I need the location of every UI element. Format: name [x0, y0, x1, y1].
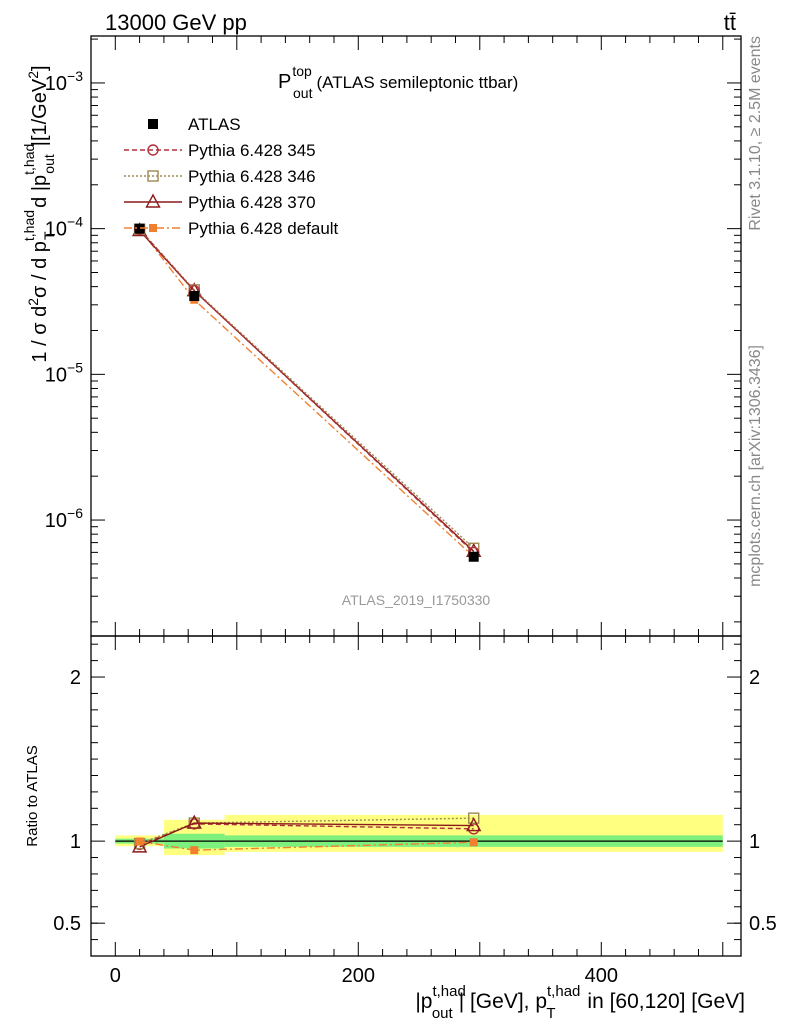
- rivet-version-label: Rivet 3.1.10, ≥ 2.5M events: [747, 36, 764, 231]
- ratio-series-layer: [131, 812, 482, 855]
- ratio-y-tick-label-right: 1: [749, 831, 760, 853]
- series-line-pythia-6-428-346: [139, 228, 475, 549]
- legend-marker-pythia-6-428-346: [147, 170, 159, 182]
- main-axis-ticks: 10−3 10−4 10−5 10−6: [45, 36, 741, 636]
- ratio-point-pythia-6-428-370: [131, 838, 148, 853]
- ratio-line-pythia-6-428-346: [139, 817, 474, 845]
- ratio-y-axis-label: Ratio to ATLAS: [24, 745, 41, 846]
- legend-marker-pythia-6-428-345: [147, 144, 159, 156]
- analysis-watermark: ATLAS_2019_I1750330: [342, 592, 491, 608]
- legend-label-pythia-6-428-345: Pythia 6.428 345: [188, 141, 316, 160]
- ratio-point-pythia-6-428-default: [135, 837, 144, 846]
- ratio-y-tick-label-left: 1: [70, 831, 81, 853]
- ratio-point-pythia-6-428-370: [466, 817, 482, 832]
- legend-label-pythia-6-428-346: Pythia 6.428 346: [188, 167, 316, 186]
- mcplots-label: mcplots.cern.ch [arXiv:1306.3436]: [747, 345, 764, 587]
- series-line-pythia-6-428-345: [139, 228, 475, 553]
- data-point-atlas: [189, 290, 200, 301]
- header-energy-label: 13000 GeV pp: [105, 10, 247, 35]
- plot-title-main: P: [278, 71, 291, 93]
- data-point-atlas: [468, 551, 479, 562]
- main-y-tick-label: 10−5: [45, 359, 83, 386]
- ratio-y-tick-label-left: 0.5: [53, 913, 81, 935]
- ratio-plot-frame: [90, 635, 742, 957]
- main-y-tick-label: 10−6: [45, 505, 83, 532]
- plot-title-sup: top: [292, 63, 312, 79]
- legend-marker-atlas: [148, 119, 158, 129]
- plot-title: Ptop out(ATLAS semileptonic ttbar): [278, 63, 518, 101]
- legend-label-atlas: ATLAS: [188, 115, 241, 134]
- main-y-tick-label: 10−4: [45, 214, 83, 241]
- ratio-axis-ticks: 0 200 400 0.5 0.5 1 1 2 2: [53, 636, 777, 987]
- ratio-point-pythia-6-428-370: [186, 814, 202, 829]
- ratio-y-tick-label-left: 2: [70, 667, 81, 689]
- ratio-point-pythia-6-428-346: [468, 812, 480, 824]
- ratio-line-pythia-6-428-345: [139, 823, 474, 846]
- x-tick-label: 400: [585, 965, 618, 987]
- series-line-pythia-6-428-default: [139, 228, 475, 558]
- legend-marker-pythia-6-428-default: [149, 224, 157, 232]
- ratio-point-pythia-6-428-default: [190, 846, 199, 855]
- header-process-label: tt̄: [724, 10, 736, 35]
- series-line-pythia-6-428-370: [139, 230, 475, 552]
- main-y-axis-label: 1 / σ d2σ / d pt,had T d |pt,had out|[1/Ge…: [21, 65, 57, 362]
- ratio-y-tick-label-right: 2: [749, 667, 760, 689]
- legend-label-pythia-6-428-370: Pythia 6.428 370: [188, 193, 316, 212]
- legend: ATLAS Pythia 6.428 345 Pythia 6.428 346 Pyt…: [124, 115, 339, 238]
- plot-title-sub: out: [293, 85, 313, 101]
- plot-title-rest: (ATLAS semileptonic ttbar): [316, 73, 518, 92]
- ratio-y-tick-label-right: 0.5: [749, 913, 777, 935]
- ratio-uncertainty-bands: [115, 814, 723, 856]
- main-y-tick-label: 10−3: [45, 68, 83, 95]
- ratio-line-pythia-6-428-370: [139, 822, 474, 848]
- legend-label-pythia-6-428-default: Pythia 6.428 default: [188, 219, 339, 238]
- x-axis-label: |pt,had out| [GeV], pt,had T in [60,120] […: [415, 983, 745, 1022]
- legend-marker-pythia-6-428-370: [145, 193, 161, 208]
- main-series-layer: [131, 222, 482, 562]
- data-point-atlas: [134, 223, 145, 234]
- ratio-point-pythia-6-428-default: [469, 838, 478, 847]
- x-tick-label: 0: [110, 965, 121, 987]
- x-tick-label: 200: [342, 965, 375, 987]
